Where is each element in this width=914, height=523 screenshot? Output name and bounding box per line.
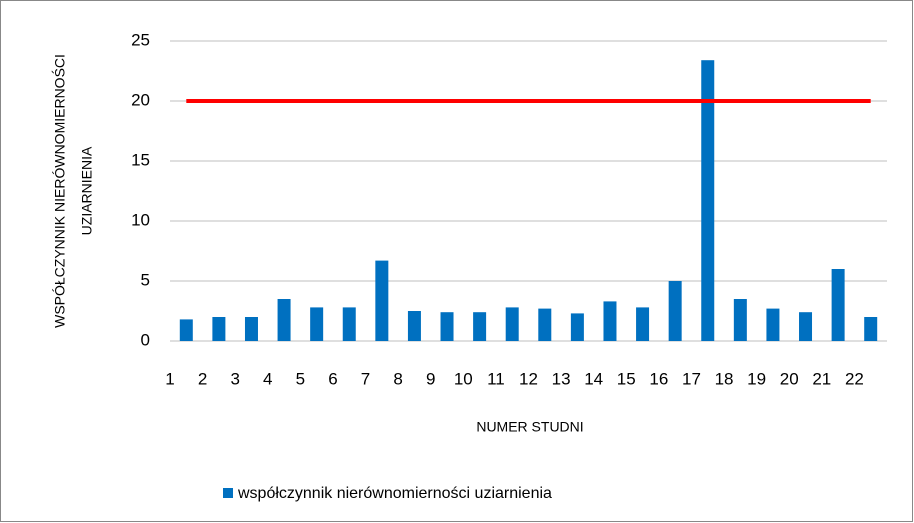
x-tick-label: 21 [812,369,831,388]
x-tick-label: 9 [426,369,435,388]
legend-label: współczynnik nierównomierności uziarnien… [237,485,552,502]
x-tick-label: 18 [715,369,734,388]
x-tick-label: 1 [165,369,174,388]
y-tick-label: 25 [131,30,150,49]
bar [473,312,487,341]
bar [733,299,747,341]
bar [244,317,258,341]
bar [310,307,324,341]
bar [277,299,291,341]
x-tick-label: 12 [519,369,538,388]
y-axis-title: WSPÓŁCZYNNIK NIERÓWNOMIERNOŚCI [51,54,68,328]
x-tick-label: 20 [780,369,799,388]
y-tick-label: 15 [131,150,150,169]
bar [603,301,617,341]
bar [407,311,421,341]
y-tick-label: 5 [141,270,150,289]
x-tick-label: 17 [682,369,701,388]
x-tick-label: 22 [845,369,864,388]
y-tick-label: 20 [131,90,150,109]
bar [799,312,813,341]
bar [179,319,193,341]
x-tick-label: 2 [198,369,207,388]
bar [212,317,226,341]
bar [636,307,650,341]
x-tick-label: 7 [361,369,370,388]
x-tick-label: 19 [747,369,766,388]
x-tick-label: 15 [617,369,636,388]
x-tick-label: 5 [296,369,305,388]
bar [440,312,454,341]
x-tick-label: 11 [487,369,505,388]
x-axis-title: NUMER STUDNI [476,419,583,435]
bar [668,281,682,341]
x-tick-label: 16 [649,369,668,388]
x-tick-label: 8 [393,369,402,388]
y-tick-label: 10 [131,210,150,229]
x-tick-label: 13 [552,369,571,388]
y-tick-label: 0 [141,330,150,349]
x-tick-label: 6 [328,369,337,388]
bar [342,307,356,341]
bar [570,313,584,341]
bar [375,260,389,341]
bar [505,307,519,341]
bar [701,60,715,341]
x-tick-label: 14 [584,369,603,388]
y-axis-title: UZIARNIENIA [79,146,95,235]
x-tick-label: 10 [454,369,473,388]
legend-swatch [223,488,233,498]
bar [864,317,878,341]
bar [766,308,780,341]
bar [831,269,845,341]
bar [538,308,552,341]
x-tick-label: 4 [263,369,272,388]
x-tick-label: 3 [230,369,239,388]
